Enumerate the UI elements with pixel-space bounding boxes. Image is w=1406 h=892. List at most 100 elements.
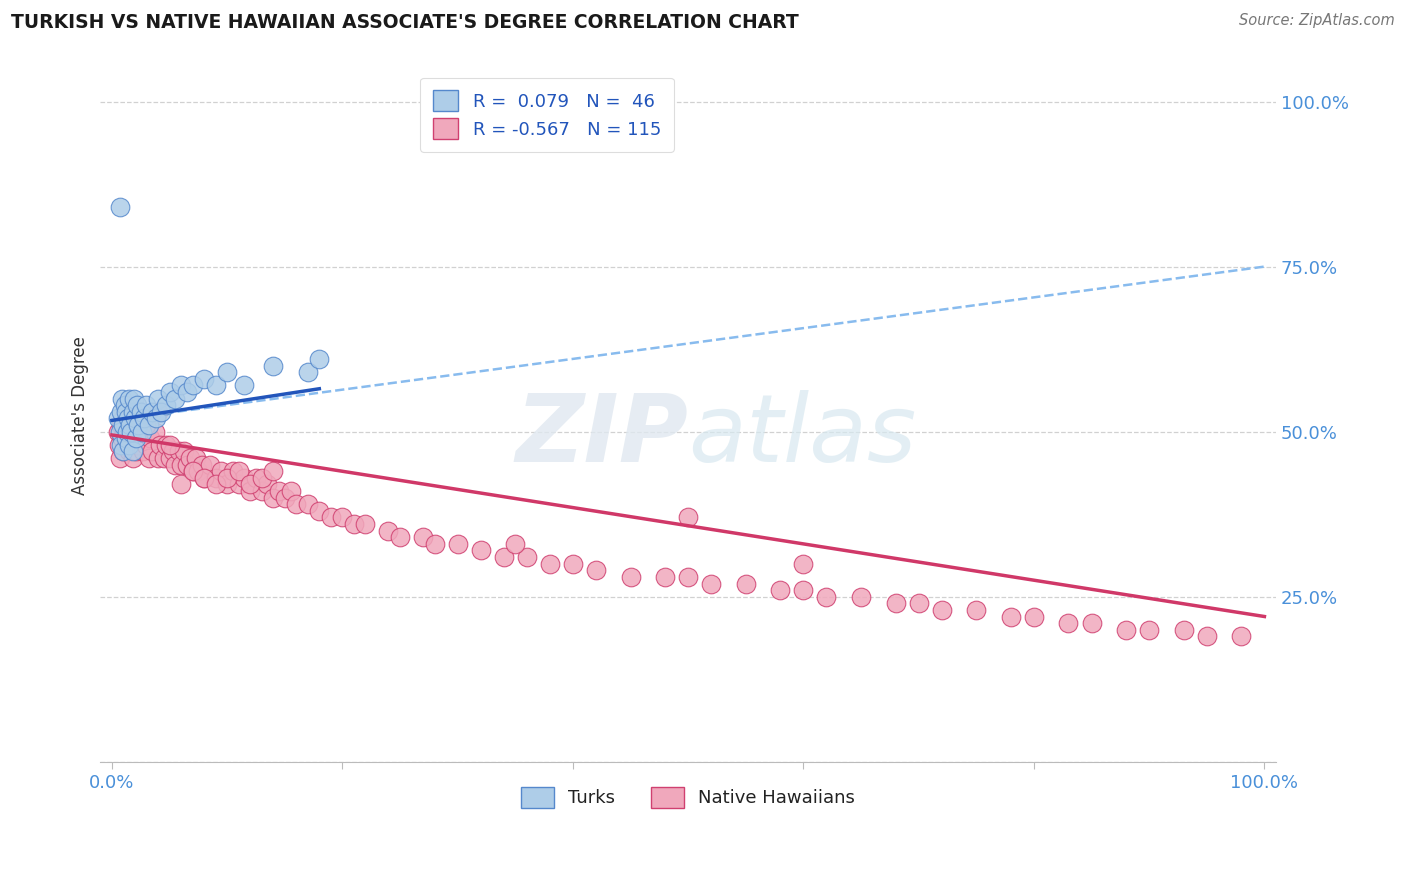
Point <box>907 596 929 610</box>
Point <box>285 497 308 511</box>
Point <box>146 405 169 419</box>
Point <box>181 464 204 478</box>
Point <box>561 557 583 571</box>
Point <box>965 603 987 617</box>
Point <box>179 451 201 466</box>
Point <box>115 418 138 433</box>
Point <box>1115 623 1137 637</box>
Point <box>114 398 136 412</box>
Point <box>108 451 131 466</box>
Point <box>114 405 136 419</box>
Point <box>184 451 207 466</box>
Point <box>250 484 273 499</box>
Point <box>141 405 163 419</box>
Point <box>198 458 221 472</box>
Point <box>117 431 139 445</box>
Point <box>1173 623 1195 637</box>
Point <box>228 477 250 491</box>
Point <box>239 484 262 499</box>
Point <box>112 444 135 458</box>
Point <box>127 438 149 452</box>
Point <box>849 590 872 604</box>
Point <box>112 444 135 458</box>
Point <box>121 451 143 466</box>
Point <box>181 464 204 478</box>
Point <box>700 576 723 591</box>
Point <box>117 411 139 425</box>
Point <box>143 425 166 439</box>
Point <box>319 510 342 524</box>
Text: atlas: atlas <box>688 391 917 482</box>
Point <box>155 398 177 412</box>
Point <box>389 530 412 544</box>
Point <box>204 471 226 485</box>
Point <box>124 411 146 425</box>
Point <box>222 464 245 478</box>
Point <box>1137 623 1160 637</box>
Point <box>114 431 136 445</box>
Point <box>792 557 814 571</box>
Point <box>209 464 232 478</box>
Point <box>239 477 262 491</box>
Point <box>146 392 169 406</box>
Point <box>110 438 132 452</box>
Point <box>121 425 143 439</box>
Point <box>297 497 319 511</box>
Point <box>446 537 468 551</box>
Point <box>191 458 214 472</box>
Point <box>280 484 302 499</box>
Point <box>308 351 330 366</box>
Point <box>815 590 838 604</box>
Point <box>111 431 134 445</box>
Point <box>245 471 267 485</box>
Point <box>503 537 526 551</box>
Point <box>204 477 226 491</box>
Point <box>159 438 181 452</box>
Point <box>1080 616 1102 631</box>
Point <box>470 543 492 558</box>
Point <box>343 517 366 532</box>
Point <box>193 372 215 386</box>
Point <box>108 425 131 439</box>
Point <box>884 596 907 610</box>
Point <box>125 431 148 445</box>
Point <box>110 418 132 433</box>
Text: TURKISH VS NATIVE HAWAIIAN ASSOCIATE'S DEGREE CORRELATION CHART: TURKISH VS NATIVE HAWAIIAN ASSOCIATE'S D… <box>11 13 799 32</box>
Point <box>129 405 152 419</box>
Point <box>176 385 198 400</box>
Point <box>274 491 297 505</box>
Point <box>308 504 330 518</box>
Point <box>256 477 278 491</box>
Point <box>585 563 607 577</box>
Point <box>176 458 198 472</box>
Point <box>267 484 290 499</box>
Point <box>181 378 204 392</box>
Point <box>354 517 377 532</box>
Point <box>734 576 756 591</box>
Point <box>127 425 149 439</box>
Point <box>135 418 157 433</box>
Point <box>492 550 515 565</box>
Point <box>262 464 284 478</box>
Point <box>150 405 173 419</box>
Point <box>145 411 167 425</box>
Legend: Turks, Native Hawaiians: Turks, Native Hawaiians <box>515 780 862 815</box>
Point <box>155 438 177 452</box>
Point <box>1230 629 1253 643</box>
Point <box>165 392 187 406</box>
Point <box>162 444 184 458</box>
Point <box>170 477 193 491</box>
Point <box>1022 609 1045 624</box>
Point <box>114 425 136 439</box>
Point <box>233 378 256 392</box>
Point <box>170 378 193 392</box>
Point <box>111 392 134 406</box>
Point <box>139 431 162 445</box>
Point <box>165 458 187 472</box>
Point <box>170 458 193 472</box>
Point <box>193 471 215 485</box>
Point <box>121 444 143 458</box>
Point <box>127 418 149 433</box>
Point <box>138 418 160 433</box>
Point <box>423 537 446 551</box>
